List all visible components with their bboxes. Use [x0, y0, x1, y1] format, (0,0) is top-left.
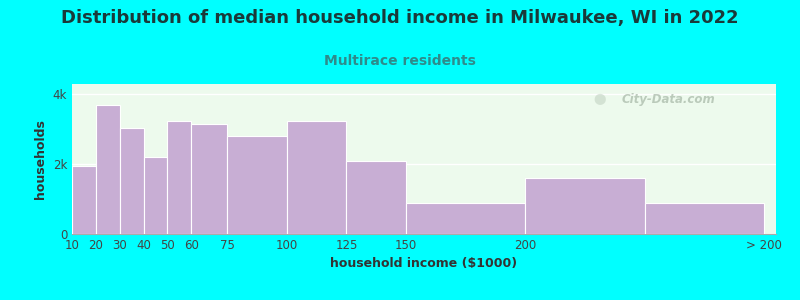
Bar	[143, 157, 167, 234]
X-axis label: household income ($1000): household income ($1000)	[330, 257, 518, 270]
Bar	[72, 166, 96, 234]
Text: City-Data.com: City-Data.com	[621, 92, 715, 106]
Bar	[96, 105, 120, 234]
Bar	[167, 121, 191, 234]
Bar	[645, 202, 764, 234]
Y-axis label: households: households	[34, 119, 47, 199]
Bar	[406, 202, 526, 234]
Bar	[526, 178, 645, 234]
Text: Multirace residents: Multirace residents	[324, 54, 476, 68]
Text: Distribution of median household income in Milwaukee, WI in 2022: Distribution of median household income …	[61, 9, 739, 27]
Bar	[227, 136, 286, 234]
Bar	[120, 128, 143, 234]
Bar	[286, 121, 346, 234]
Bar	[191, 124, 227, 234]
Bar	[346, 161, 406, 234]
Text: ⬤: ⬤	[593, 93, 606, 105]
